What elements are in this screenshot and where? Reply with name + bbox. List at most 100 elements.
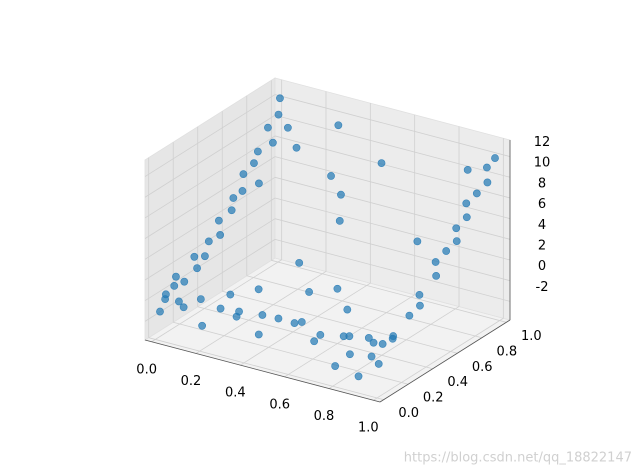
point (333, 284, 342, 293)
point (388, 334, 397, 343)
x-tick-label: 0.0 (136, 362, 157, 377)
point (254, 330, 263, 339)
point (346, 350, 354, 359)
point (276, 94, 284, 103)
point (229, 194, 238, 202)
x-tick-label: 0.8 (314, 409, 335, 424)
point (316, 330, 325, 339)
z-tick-label: -2 (536, 280, 549, 295)
z-tick-label: 4 (538, 218, 546, 233)
grid-line (222, 290, 458, 354)
grid-line (274, 156, 511, 220)
grid-line (144, 176, 276, 260)
grid-line (373, 317, 504, 401)
y-tick-label: 0.0 (398, 406, 419, 421)
grid-line (274, 197, 511, 261)
point (345, 332, 354, 341)
x-tick-label: 0.2 (181, 374, 202, 389)
point (175, 297, 183, 306)
point (161, 295, 170, 304)
watermark: https://blog.csdn.net/qq_18822147 (404, 451, 632, 466)
point (156, 307, 164, 316)
point (354, 372, 363, 381)
point (452, 237, 461, 245)
point (268, 138, 277, 147)
point (274, 314, 283, 323)
grid-line (274, 135, 511, 199)
grid-line (274, 114, 511, 178)
point (377, 159, 386, 167)
point (335, 216, 344, 225)
point (190, 252, 199, 261)
point (295, 258, 304, 267)
point (413, 237, 422, 246)
point (442, 247, 451, 255)
point (264, 123, 272, 132)
grid-line (328, 306, 460, 389)
point (238, 187, 247, 195)
point (253, 147, 262, 156)
point (374, 360, 383, 368)
point (367, 352, 376, 361)
point (255, 179, 263, 188)
point (193, 264, 201, 273)
point (463, 165, 472, 174)
point (170, 281, 179, 290)
y-axis-line (379, 319, 511, 403)
point (343, 305, 352, 314)
z-tick-label: 12 (534, 135, 551, 150)
grid-line (148, 337, 384, 401)
z-tick-label: 8 (538, 176, 546, 191)
grid-line (144, 114, 276, 198)
grid-line (274, 176, 511, 240)
point (472, 189, 481, 198)
point (254, 285, 263, 294)
x-tick-label: 0.6 (269, 397, 290, 412)
grid-line (274, 238, 511, 302)
point (274, 110, 283, 119)
point (235, 307, 243, 316)
point (327, 172, 335, 180)
point (239, 170, 248, 179)
point (431, 258, 440, 266)
point (214, 216, 223, 225)
z-tick-label: 10 (534, 156, 551, 171)
point (310, 337, 319, 346)
point (432, 272, 441, 280)
point (405, 311, 414, 320)
point (297, 318, 306, 326)
point (172, 272, 180, 281)
point (369, 338, 378, 347)
grid-line (246, 275, 482, 339)
point (491, 154, 499, 162)
point (334, 121, 343, 130)
point (337, 190, 345, 199)
z-tick-label: 6 (538, 197, 546, 212)
x-tick-label: 0.4 (225, 386, 246, 401)
grid-line (274, 218, 511, 282)
grid-line (144, 135, 276, 219)
point (204, 237, 213, 246)
grid-line (271, 259, 507, 323)
point (378, 340, 387, 348)
y-tick-label: 0.4 (447, 375, 468, 390)
point (462, 199, 471, 208)
point (462, 213, 471, 222)
grid-line (240, 282, 371, 366)
point (198, 321, 207, 330)
y-tick-label: 0.8 (496, 344, 517, 359)
z-tick-label: 2 (538, 239, 546, 254)
y-tick-label: 1.0 (521, 329, 542, 344)
grid-line (144, 94, 276, 177)
point (364, 334, 373, 342)
point (180, 277, 189, 286)
grid-line (144, 218, 276, 302)
grid-line (144, 156, 276, 239)
point (305, 288, 314, 296)
point (216, 231, 225, 239)
point (226, 290, 235, 299)
point (227, 206, 236, 215)
y-tick-label: 0.2 (423, 391, 444, 406)
